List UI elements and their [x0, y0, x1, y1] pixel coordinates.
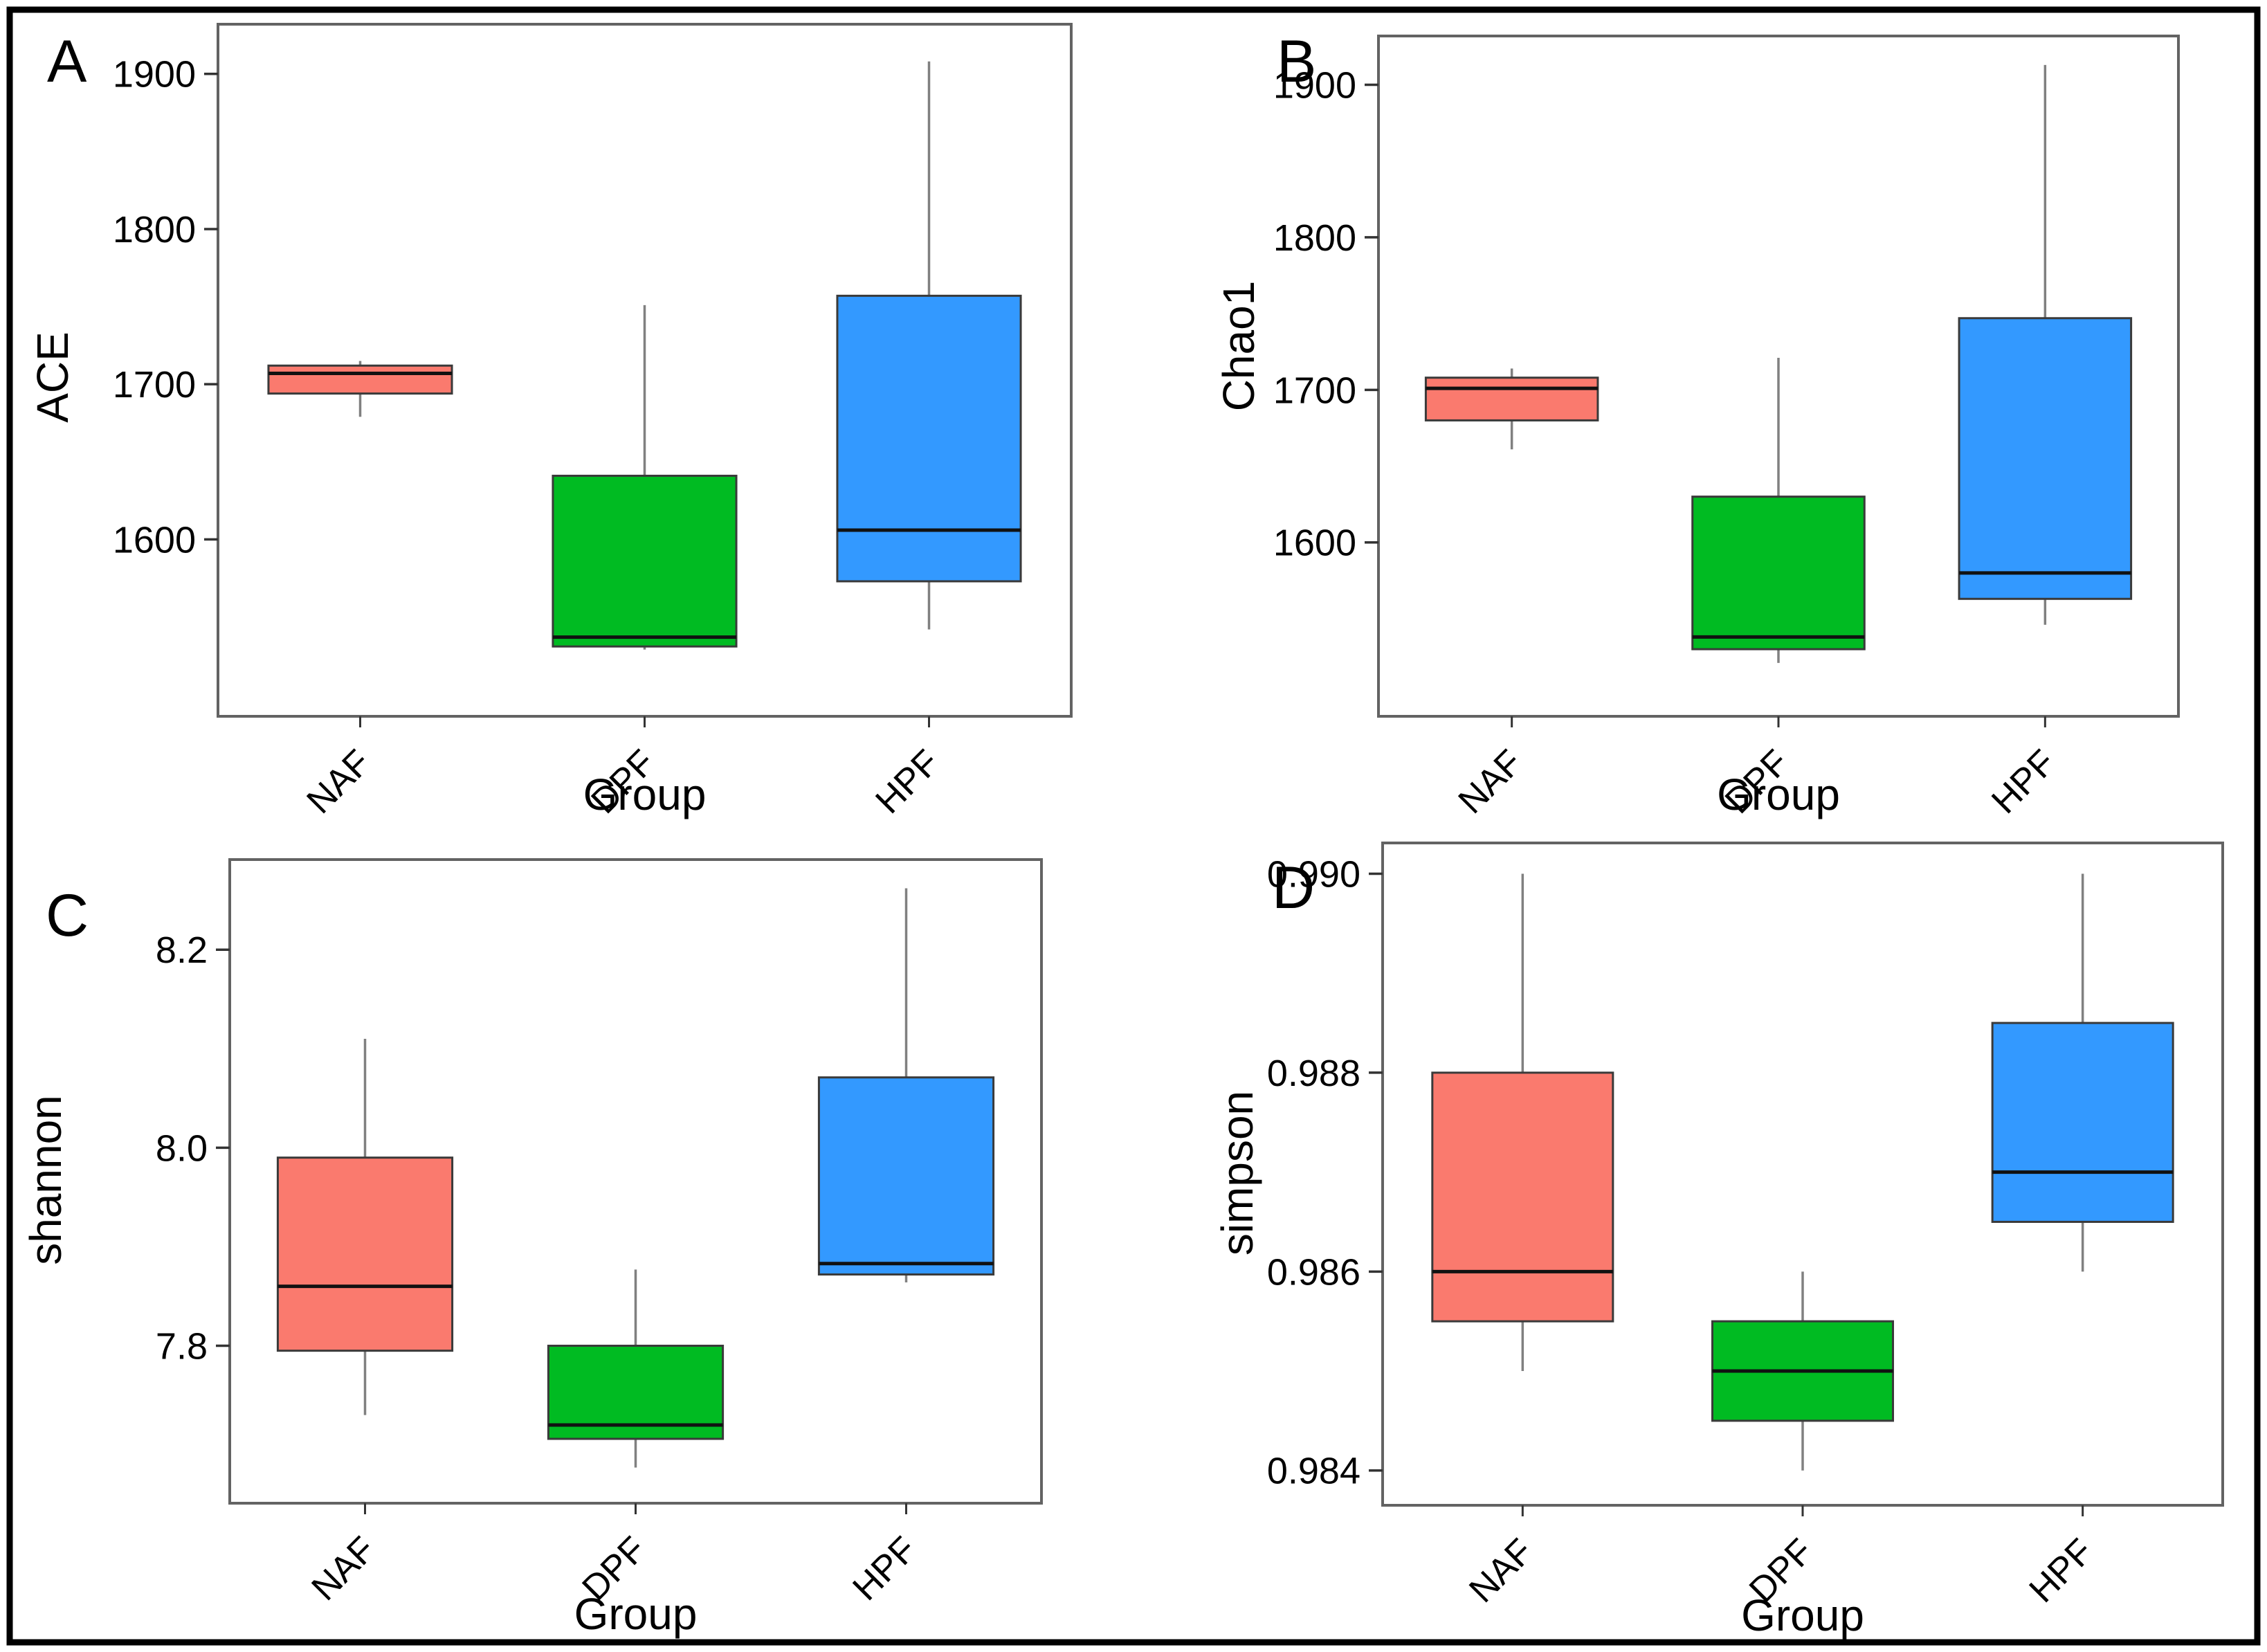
- y-tick-label: 0.986: [1267, 1251, 1360, 1293]
- iqr-box: [267, 364, 453, 395]
- iqr-box: [1431, 1071, 1614, 1323]
- y-axis-title: simpson: [1212, 1091, 1262, 1255]
- y-axis-title: Chao1: [1214, 281, 1264, 412]
- box-HPF: [836, 61, 1022, 630]
- box-DPF: [547, 1269, 725, 1468]
- box-DPF: [1691, 358, 1866, 663]
- y-tick-label: 1900: [113, 54, 196, 96]
- y-tick-label: 1600: [1273, 523, 1356, 564]
- iqr-box: [1424, 376, 1599, 421]
- y-tick-label: 1900: [1273, 65, 1356, 107]
- box-HPF: [1991, 873, 2174, 1272]
- y-tick-label: 1700: [1273, 370, 1356, 411]
- iqr-box: [1991, 1022, 2174, 1223]
- iqr-box: [817, 1076, 995, 1276]
- box-DPF: [552, 305, 738, 650]
- iqr-box: [552, 474, 738, 648]
- panel-letter: B: [1277, 28, 1316, 95]
- box-NAF: [1424, 368, 1599, 450]
- box-NAF: [276, 1038, 454, 1415]
- box-NAF: [267, 361, 453, 417]
- y-axis-title: ACE: [28, 332, 78, 423]
- iqr-box: [1691, 496, 1866, 651]
- y-tick-label: 8.0: [156, 1127, 208, 1169]
- iqr-box: [836, 294, 1022, 583]
- panel-letter: C: [46, 882, 89, 949]
- x-axis-title: Group: [574, 1589, 698, 1639]
- x-axis-title: Group: [1741, 1590, 1864, 1640]
- y-tick-label: 1800: [1273, 217, 1356, 259]
- box-HPF: [1958, 64, 2133, 625]
- y-tick-label: 0.988: [1267, 1053, 1360, 1094]
- box-NAF: [1431, 873, 1614, 1372]
- panel-letter: A: [47, 28, 87, 95]
- x-axis-title: Group: [583, 770, 707, 819]
- y-tick-label: 0.984: [1267, 1451, 1360, 1492]
- iqr-box: [1958, 317, 2133, 600]
- figure-border: [6, 6, 2261, 1646]
- y-tick-label: 1800: [113, 209, 196, 251]
- box-HPF: [817, 888, 995, 1282]
- y-tick-label: 1600: [113, 519, 196, 561]
- box-DPF: [1711, 1271, 1895, 1471]
- y-tick-label: 0.990: [1267, 854, 1360, 896]
- x-axis-title: Group: [1717, 770, 1840, 819]
- y-axis-title: shannon: [21, 1095, 71, 1265]
- y-tick-label: 8.2: [156, 929, 208, 971]
- iqr-box: [276, 1156, 454, 1352]
- y-tick-label: 7.8: [156, 1326, 208, 1368]
- panel-letter: D: [1272, 855, 1315, 921]
- y-tick-label: 1700: [113, 364, 196, 406]
